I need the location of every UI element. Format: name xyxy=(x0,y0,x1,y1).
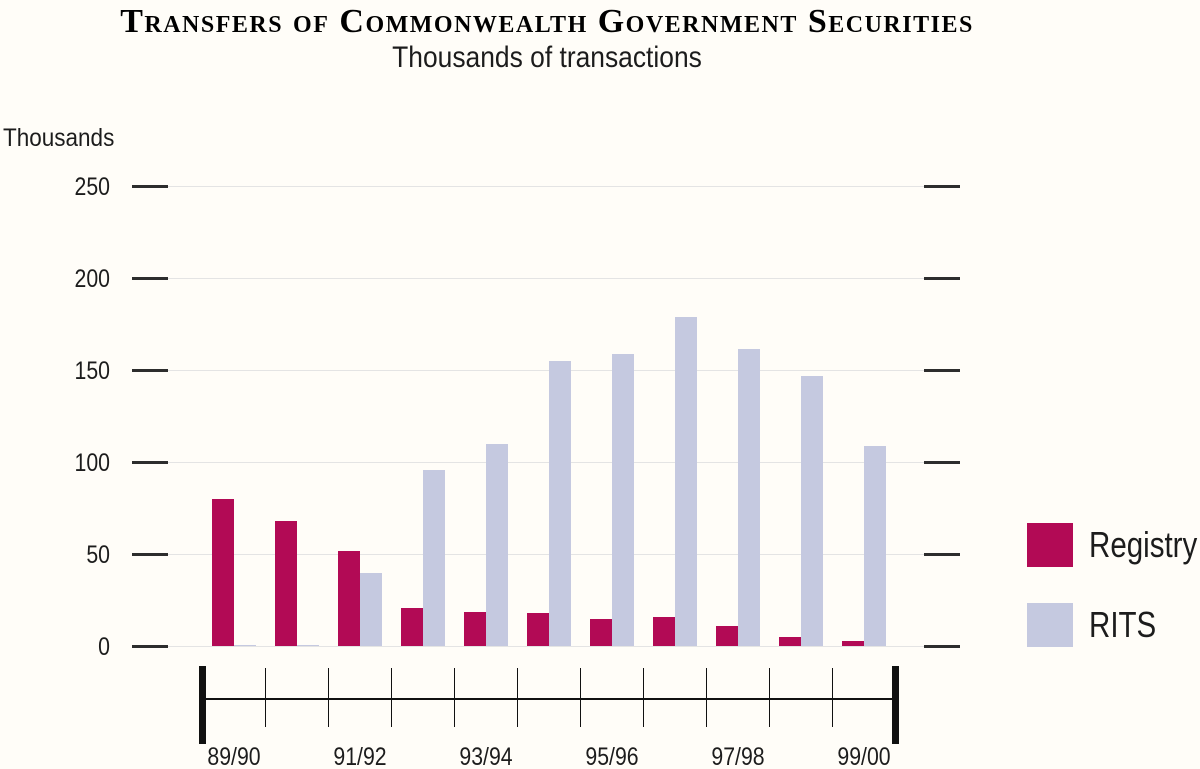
y-tick-right-250 xyxy=(924,185,960,189)
y-tick-right-50 xyxy=(924,553,960,557)
y-tick-label-50: 50 xyxy=(86,540,110,569)
gridline-150 xyxy=(168,370,924,372)
x-tick-label-99-00: 99/00 xyxy=(837,743,891,769)
x-axis-tick-5 xyxy=(516,668,519,727)
gridline-200 xyxy=(168,278,924,280)
legend-item-registry: Registry xyxy=(1027,521,1200,569)
x-axis-tick-2 xyxy=(327,668,330,727)
x-tick-label-97-98: 97/98 xyxy=(711,743,765,769)
x-tick-label-91-92: 91/92 xyxy=(333,743,387,769)
bar-registry-89/90 xyxy=(212,499,234,647)
bar-registry-91/92 xyxy=(338,550,360,647)
legend-label-registry: Registry xyxy=(1089,524,1198,565)
x-axis-tick-1 xyxy=(264,668,267,727)
y-tick-label-250: 250 xyxy=(74,172,110,201)
legend: Registry RITS xyxy=(1027,521,1200,681)
bar-rits-89/90 xyxy=(234,644,257,647)
bar-registry-95/96 xyxy=(590,618,612,647)
bar-registry-90/91 xyxy=(275,521,297,647)
chart-title: Transfers of Commonwealth Government Sec… xyxy=(120,3,974,40)
x-axis-tick-4 xyxy=(453,668,456,727)
y-tick-right-200 xyxy=(924,277,960,281)
x-axis-tick-0 xyxy=(199,666,207,744)
y-tick-left-100 xyxy=(132,461,168,465)
y-tick-right-0 xyxy=(924,645,960,648)
x-tick-label-89-90: 89/90 xyxy=(207,743,261,769)
gridline-0 xyxy=(168,646,924,647)
y-tick-label-150: 150 xyxy=(74,356,110,385)
y-axis-unit-label: Thousands xyxy=(3,124,115,152)
y-tick-left-200 xyxy=(132,277,168,281)
y-tick-label-100: 100 xyxy=(74,448,110,477)
bar-rits-90/91 xyxy=(297,644,320,647)
x-axis-tick-3 xyxy=(390,668,393,727)
bar-registry-98/99 xyxy=(779,637,801,647)
bar-rits-98/99 xyxy=(801,376,824,647)
bar-registry-92/93 xyxy=(401,607,423,647)
bar-rits-93/94 xyxy=(486,444,509,647)
x-axis-tick-11 xyxy=(892,666,900,744)
bar-rits-96/97 xyxy=(675,317,698,647)
bar-registry-97/98 xyxy=(716,626,738,647)
x-tick-label-95-96: 95/96 xyxy=(585,743,639,769)
bar-rits-99/00 xyxy=(864,446,887,647)
gridline-50 xyxy=(168,554,924,556)
y-tick-left-50 xyxy=(132,553,168,557)
bar-rits-97/98 xyxy=(738,348,761,647)
bar-registry-93/94 xyxy=(464,611,486,647)
bar-rits-91/92 xyxy=(360,572,383,647)
bar-registry-96/97 xyxy=(653,617,675,647)
bar-rits-95/96 xyxy=(612,354,635,647)
x-axis-tick-8 xyxy=(705,668,708,727)
registry-color-swatch xyxy=(1027,523,1073,567)
x-axis-tick-6 xyxy=(579,668,582,727)
x-axis-line xyxy=(202,697,896,700)
y-tick-label-200: 200 xyxy=(74,264,110,293)
legend-item-rits: RITS xyxy=(1027,601,1200,649)
y-tick-label-0: 0 xyxy=(98,632,110,661)
x-axis-tick-10 xyxy=(831,668,834,727)
y-tick-right-150 xyxy=(924,369,960,373)
gridline-250 xyxy=(168,186,924,188)
y-tick-left-250 xyxy=(132,185,168,189)
x-axis-tick-7 xyxy=(642,668,645,727)
bar-registry-99/00 xyxy=(842,640,864,647)
bar-rits-94/95 xyxy=(549,361,572,647)
y-tick-right-100 xyxy=(924,461,960,465)
gridline-100 xyxy=(168,462,924,464)
x-axis-tick-9 xyxy=(768,668,771,727)
rits-color-swatch xyxy=(1027,603,1073,647)
y-tick-left-0 xyxy=(132,645,168,648)
y-tick-left-150 xyxy=(132,369,168,373)
bar-registry-94/95 xyxy=(527,613,549,647)
bar-rits-92/93 xyxy=(423,469,446,647)
x-tick-label-93-94: 93/94 xyxy=(459,743,513,769)
legend-label-rits: RITS xyxy=(1089,604,1157,645)
chart-subtitle: Thousands of transactions xyxy=(392,41,702,74)
